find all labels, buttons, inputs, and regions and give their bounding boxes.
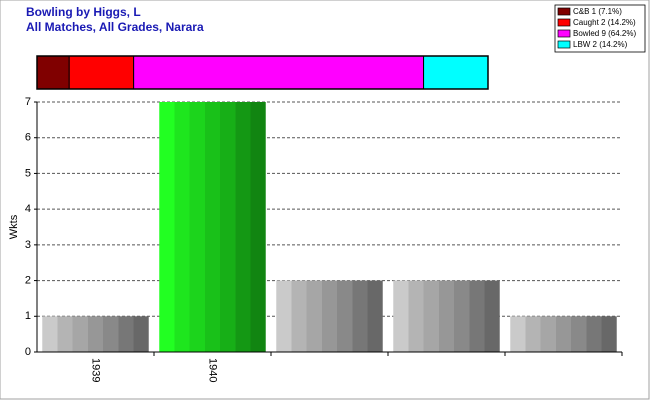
chart-title: Bowling by Higgs, L xyxy=(26,5,141,19)
legend-label: LBW 2 (14.2%) xyxy=(573,40,628,49)
y-tick-label: 6 xyxy=(25,132,31,144)
dismissal-segment xyxy=(68,55,135,90)
chart-subtitle: All Matches, All Grades, Narara xyxy=(26,20,204,34)
legend-swatch xyxy=(557,40,571,49)
y-tick-label: 4 xyxy=(25,203,31,215)
y-tick-label: 1 xyxy=(25,310,31,322)
dismissal-segment xyxy=(36,55,70,90)
y-tick-label: 3 xyxy=(25,239,31,251)
bar xyxy=(159,102,266,352)
legend-swatch xyxy=(557,18,571,27)
dismissal-border xyxy=(36,55,489,90)
y-tick-label: 7 xyxy=(25,96,31,108)
x-tick-label: 1939 xyxy=(90,358,102,382)
bar xyxy=(510,316,617,352)
legend-label: Caught 2 (14.2%) xyxy=(573,18,636,27)
y-tick-label: 5 xyxy=(25,167,31,179)
x-tick-label: 1940 xyxy=(207,358,219,382)
y-tick-label: 2 xyxy=(25,274,31,286)
bar xyxy=(393,280,500,352)
legend-swatch xyxy=(557,7,571,16)
dismissal-segment xyxy=(423,55,489,90)
y-tick-label: 0 xyxy=(25,346,31,358)
dismissal-segment xyxy=(133,55,425,90)
legend-label: Bowled 9 (64.2%) xyxy=(573,29,636,38)
y-axis-label: Wkts xyxy=(8,214,20,239)
legend-swatch xyxy=(557,29,571,38)
legend-label: C&B 1 (7.1%) xyxy=(573,7,622,16)
bar xyxy=(276,280,383,352)
bar xyxy=(42,316,149,352)
